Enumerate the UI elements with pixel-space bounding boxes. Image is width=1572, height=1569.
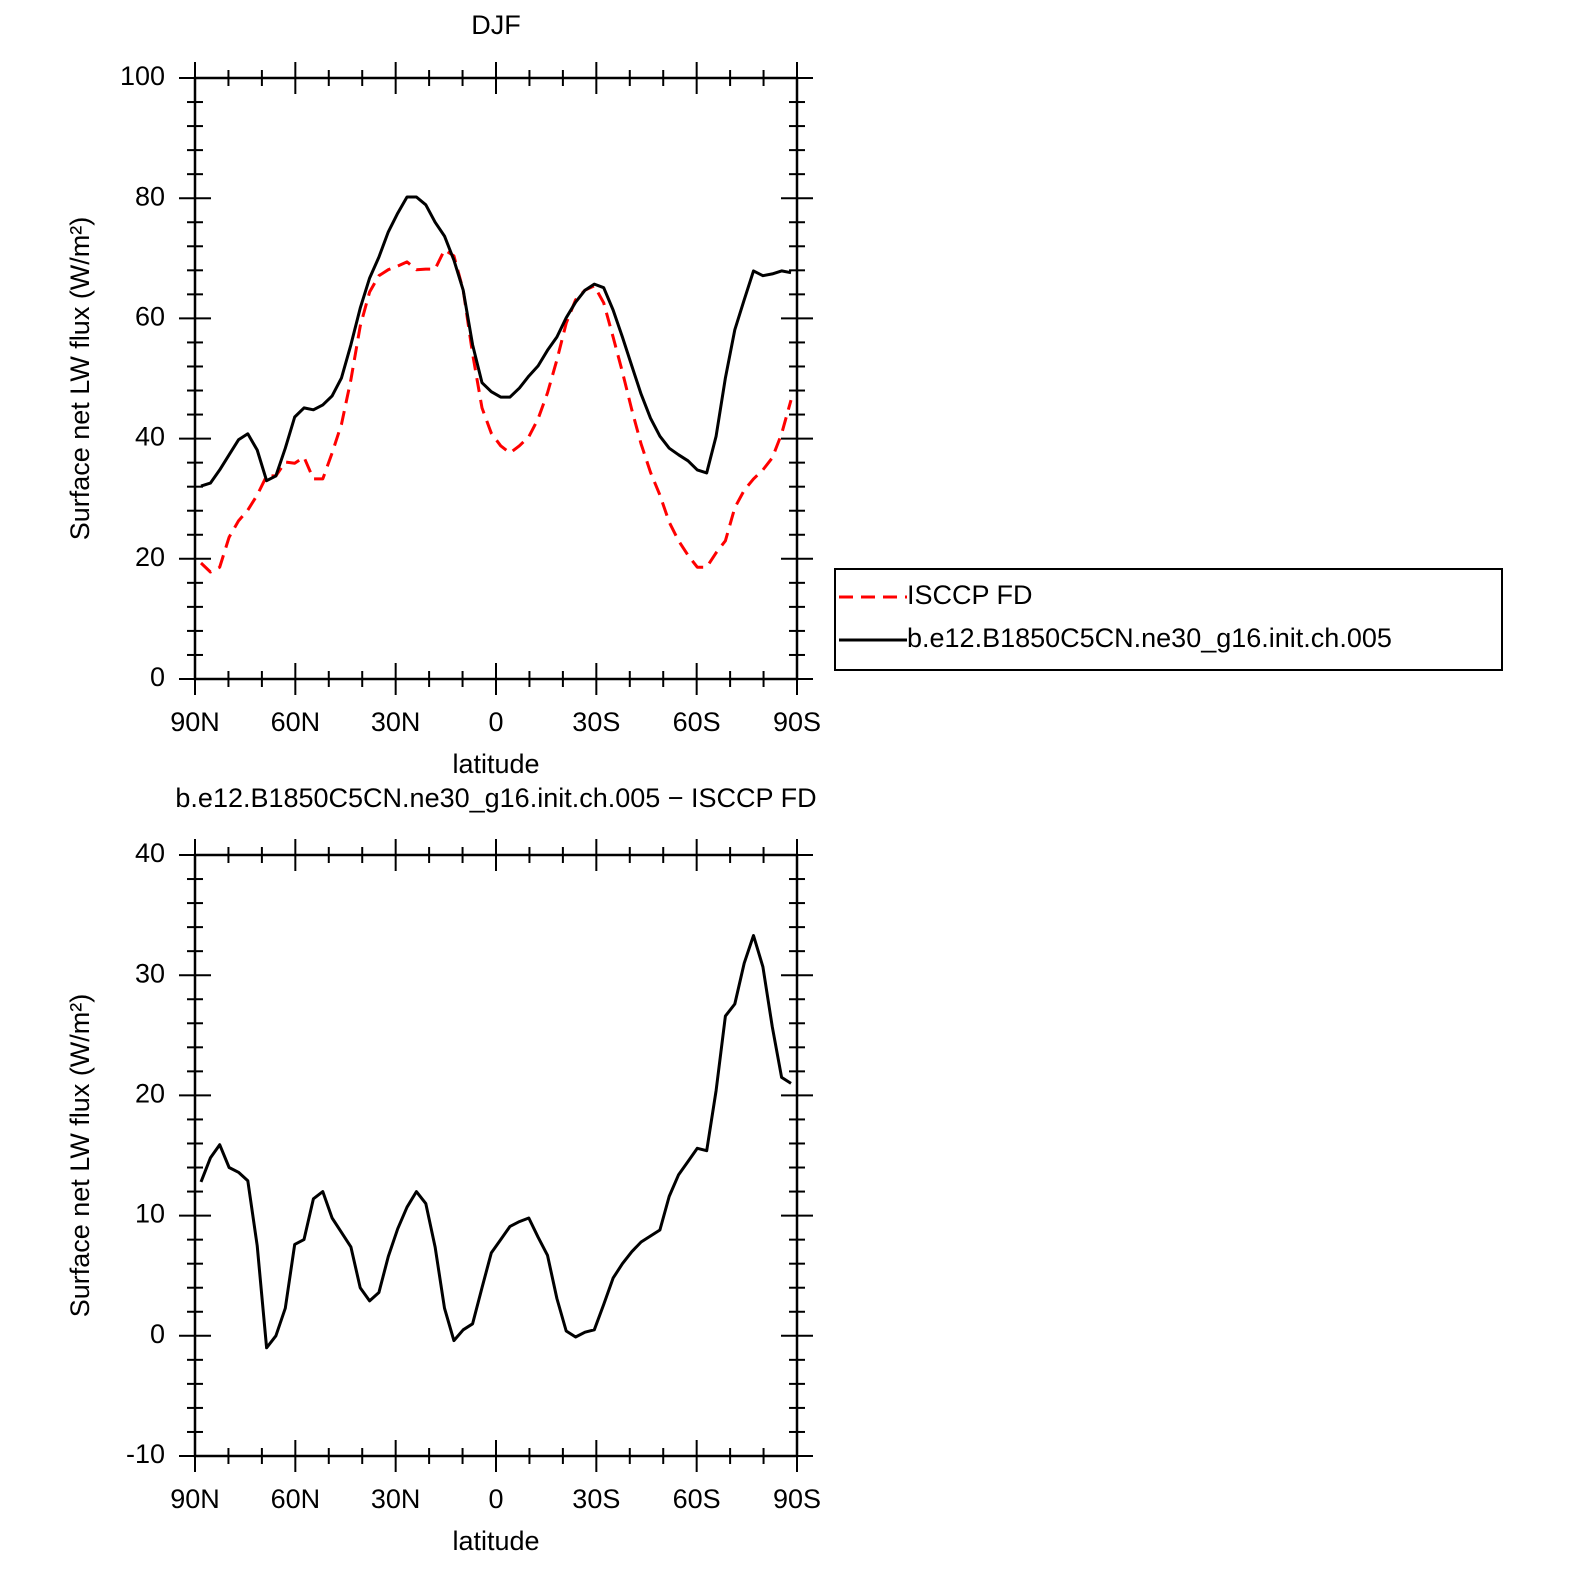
data-line	[200, 195, 792, 488]
x-tick-label: 60N	[271, 1484, 321, 1514]
x-tick-label: 0	[488, 1484, 503, 1514]
y-tick-label: 80	[135, 181, 165, 211]
x-tick-label: 0	[488, 707, 503, 737]
y-tick-label: 20	[135, 1079, 165, 1109]
x-tick-label: 60S	[673, 707, 721, 737]
y-tick-label: 60	[135, 302, 165, 332]
data-line	[199, 934, 792, 1350]
x-tick-label: 30N	[371, 707, 421, 737]
x-tick-label: 90S	[773, 1484, 821, 1514]
x-tick-label: 90N	[170, 707, 220, 737]
legend-label: ISCCP FD	[907, 580, 1033, 610]
x-tick-label: 30N	[371, 1484, 421, 1514]
plot-frame	[193, 76, 799, 681]
y-tick-label: 20	[135, 542, 165, 572]
legend-label: b.e12.B1850C5CN.ne30_g16.init.ch.005	[907, 623, 1392, 653]
y-axis-label: Surface net LW flux (W/m²)	[65, 994, 95, 1318]
y-tick-label: 40	[135, 422, 165, 452]
y-tick-label: 0	[150, 662, 165, 692]
x-axis-label: latitude	[452, 749, 539, 779]
x-tick-label: 30S	[572, 707, 620, 737]
x-axis-label: latitude	[452, 1526, 539, 1556]
y-tick-label: 40	[135, 838, 165, 868]
x-tick-label: 60N	[271, 707, 321, 737]
y-tick-label: 30	[135, 958, 165, 988]
y-tick-label: 100	[120, 61, 165, 91]
x-tick-label: 60S	[673, 1484, 721, 1514]
plot-frame	[193, 853, 799, 1458]
y-tick-label: 0	[150, 1319, 165, 1349]
x-tick-label: 90N	[170, 1484, 220, 1514]
chart-title: DJF	[471, 10, 521, 40]
x-tick-label: 30S	[572, 1484, 620, 1514]
y-axis-label: Surface net LW flux (W/m²)	[65, 217, 95, 541]
y-tick-label: 10	[135, 1199, 165, 1229]
y-tick-label: -10	[126, 1439, 165, 1469]
x-tick-label: 90S	[773, 707, 821, 737]
chart-title: b.e12.B1850C5CN.ne30_g16.init.ch.005 − I…	[175, 783, 816, 813]
legend-box	[834, 568, 1503, 671]
data-line	[199, 248, 793, 574]
